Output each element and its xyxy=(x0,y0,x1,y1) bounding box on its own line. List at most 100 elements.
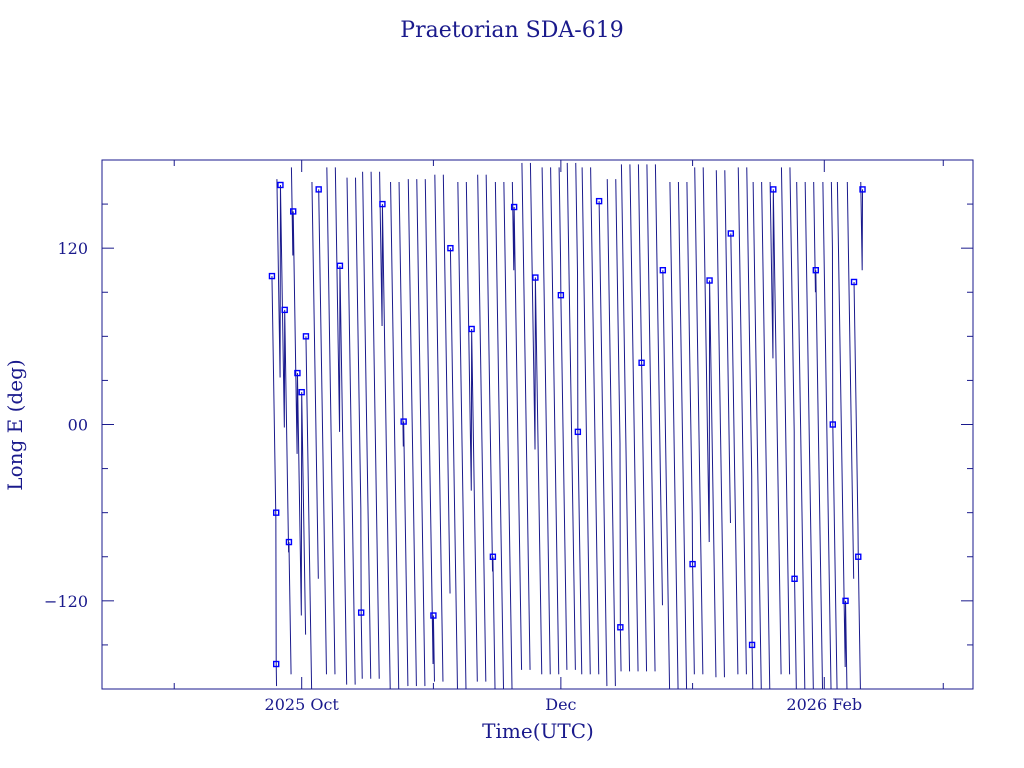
trace-segment xyxy=(276,179,292,675)
data-point xyxy=(791,575,798,582)
trace-segment xyxy=(390,182,400,689)
trace-segment xyxy=(686,182,695,675)
trace-segment xyxy=(334,167,348,685)
trace-segment xyxy=(796,182,806,689)
data-point xyxy=(770,186,777,193)
data-point xyxy=(489,553,497,560)
trace-segment xyxy=(271,276,278,687)
trace-segment xyxy=(398,182,409,687)
trace-segment xyxy=(769,182,782,675)
data-point xyxy=(430,612,437,619)
trace-segment xyxy=(646,164,656,672)
data-point xyxy=(400,418,407,425)
y-tick-label: 00 xyxy=(68,416,88,435)
data-point xyxy=(447,244,454,252)
data-point xyxy=(379,200,386,208)
trace-segment xyxy=(575,162,583,675)
trace-segment xyxy=(598,201,608,687)
trace-segment xyxy=(694,167,704,675)
data-point xyxy=(829,421,836,428)
trace-segment xyxy=(804,182,814,689)
trace-segment xyxy=(541,167,551,675)
trace-segment xyxy=(566,162,576,670)
trace-segment xyxy=(853,281,861,689)
tick-labels: 120 00 −120 2025 Oct Dec 2026 Feb xyxy=(44,239,862,714)
trace-segment xyxy=(434,174,444,682)
data-point xyxy=(638,359,645,366)
trace-segment xyxy=(581,167,591,675)
trace-segment xyxy=(503,182,513,689)
trace-segment xyxy=(326,167,336,675)
data-point xyxy=(532,274,539,281)
data-point xyxy=(850,278,858,286)
trace-segment xyxy=(521,162,531,670)
trace-segment xyxy=(724,170,731,523)
data-point xyxy=(574,428,582,436)
trace-segment xyxy=(715,170,725,678)
data-point xyxy=(595,197,603,205)
data-point xyxy=(277,181,284,189)
trace-segment xyxy=(305,336,313,689)
trace-segment xyxy=(465,182,478,682)
trace-segment xyxy=(379,171,391,689)
y-tick-label: −120 xyxy=(44,592,88,611)
trace-segment xyxy=(362,171,372,679)
trace-segment xyxy=(615,179,622,672)
data-point xyxy=(855,553,862,560)
trace-segment xyxy=(529,162,543,675)
trace-segment xyxy=(407,179,417,687)
data-point xyxy=(468,325,475,333)
y-axis-label: Long E (deg) xyxy=(3,359,27,490)
trace-segment xyxy=(702,167,717,678)
trace-segment xyxy=(830,182,838,689)
series-longitude xyxy=(268,162,866,689)
data-point xyxy=(357,609,365,616)
trace-segment xyxy=(737,167,747,675)
data-point xyxy=(273,509,280,516)
data-point xyxy=(727,230,735,237)
trace-segment xyxy=(311,182,319,579)
trace-segment xyxy=(511,182,523,670)
data-point xyxy=(268,272,276,280)
trace-segment xyxy=(654,164,663,606)
trace-segment xyxy=(477,174,487,682)
trace-segment xyxy=(416,179,426,687)
trace-segment xyxy=(620,164,631,672)
trace-segment xyxy=(761,182,771,689)
y-tick-label: 120 xyxy=(57,239,88,258)
data-point xyxy=(294,369,301,377)
data-point xyxy=(298,388,305,396)
trace-segment xyxy=(637,164,648,672)
trace-segment xyxy=(442,174,451,594)
data-point xyxy=(285,538,293,546)
trace-segment xyxy=(590,167,600,675)
trace-segment xyxy=(669,182,679,689)
x-axis-label: Time(UTC) xyxy=(482,719,594,743)
trace-segment xyxy=(836,182,848,689)
data-point xyxy=(281,306,288,314)
trace-segment xyxy=(457,182,467,689)
data-point xyxy=(859,186,866,193)
data-point xyxy=(659,267,667,274)
trace-segment xyxy=(780,167,791,675)
data-point xyxy=(689,560,696,568)
data-point xyxy=(336,262,344,269)
x-tick-label: Dec xyxy=(545,695,576,714)
trace-segment xyxy=(860,182,864,271)
trace-segment xyxy=(370,171,380,679)
trace-segment xyxy=(550,167,560,675)
data-point xyxy=(315,186,322,193)
trace-segment xyxy=(813,182,824,689)
trace-segment xyxy=(746,167,754,689)
axis-ticks xyxy=(102,159,973,690)
data-point xyxy=(842,597,849,605)
data-point xyxy=(812,267,819,274)
data-point xyxy=(289,208,297,215)
data-point xyxy=(557,291,565,299)
data-point xyxy=(510,203,518,211)
trace-segment xyxy=(494,182,505,689)
trace-segment xyxy=(730,233,739,675)
trace-segment xyxy=(677,182,688,689)
trace-segment xyxy=(449,248,458,689)
trace-segment xyxy=(752,182,762,689)
